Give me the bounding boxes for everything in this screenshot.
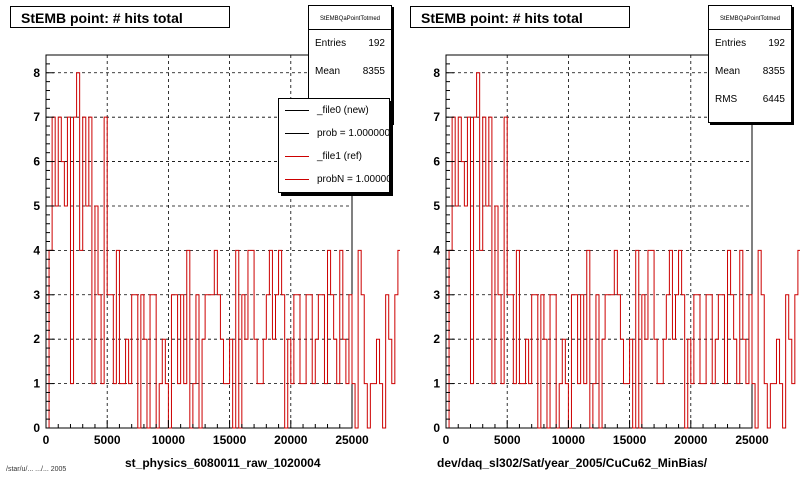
legend-swatch <box>285 156 309 157</box>
stats-mean-label: Mean <box>315 66 341 77</box>
stats-rms-label: RMS <box>715 94 738 105</box>
stats-entries-label: Entries <box>715 38 747 49</box>
stats-mean-label: Mean <box>715 66 741 77</box>
x-axis-label: dev/daq_sl302/Sat/year_2005/CuCu62_MinBi… <box>437 456 708 470</box>
y-tick-label: 6 <box>33 155 40 169</box>
legend-label: prob = 1.000000 <box>317 128 390 139</box>
stats-row-entries: Entries 192 <box>709 30 791 58</box>
y-tick-label: 7 <box>33 110 40 124</box>
x-tick-label: 25000 <box>735 433 769 447</box>
legend-swatch <box>285 133 309 134</box>
legend-label: _file0 (new) <box>317 105 369 116</box>
stats-row-mean: Mean 8355 <box>309 58 391 86</box>
y-tick-label: 2 <box>433 332 440 346</box>
y-tick-label: 5 <box>433 199 440 213</box>
legend-item: probN = 1.000000 <box>279 168 389 191</box>
legend-item: _file1 (ref) <box>279 145 389 168</box>
x-tick-label: 5000 <box>494 433 521 447</box>
y-tick-label: 3 <box>33 288 40 302</box>
stats-entries-label: Entries <box>315 38 347 49</box>
x-tick-label: 10000 <box>552 433 586 447</box>
y-tick-label: 0 <box>433 421 440 435</box>
stats-mean-value: 8355 <box>762 66 785 77</box>
y-tick-label: 1 <box>33 377 40 391</box>
legend-item: prob = 1.000000 <box>279 122 389 145</box>
chart-title: StEMB point: # hits total <box>10 6 230 28</box>
x-tick-label: 15000 <box>213 433 247 447</box>
x-tick-label: 20000 <box>274 433 308 447</box>
y-tick-label: 2 <box>33 332 40 346</box>
legend-label: _file1 (ref) <box>317 151 363 162</box>
histogram-series-ref <box>446 72 800 429</box>
y-tick-label: 3 <box>433 288 440 302</box>
right-chart-svg: 0 5000 10000 15000 20000 25000 0 1 2 3 4 5 6 7 8 <box>433 54 800 447</box>
x-tick-label: 15000 <box>613 433 647 447</box>
x-tick-label: 5000 <box>94 433 121 447</box>
left-chart-panel: 0 5000 10000 15000 20000 25000 0 1 2 3 4 5 6 7 8 StEMB… <box>10 5 400 470</box>
chart-title: StEMB point: # hits total <box>410 6 630 28</box>
stats-box: StEMBQaPointTotmed Entries 192 Mean 8355… <box>708 5 792 123</box>
legend: _file0 (new) prob = 1.000000 _file1 (ref… <box>278 98 390 193</box>
y-tick-label: 8 <box>33 66 40 80</box>
stats-mean-value: 8355 <box>362 66 385 77</box>
y-tick-label: 1 <box>433 377 440 391</box>
y-tick-label: 7 <box>433 110 440 124</box>
histogram-series-ref <box>46 72 400 429</box>
stats-name: StEMBQaPointTotmed <box>309 6 391 30</box>
stats-name: StEMBQaPointTotmed <box>709 6 791 30</box>
legend-item: _file0 (new) <box>279 99 389 122</box>
y-tick-label: 6 <box>433 155 440 169</box>
stats-row-rms: RMS 6445 <box>709 86 791 114</box>
x-tick-label: 25000 <box>335 433 369 447</box>
right-chart-panel: 0 5000 10000 15000 20000 25000 0 1 2 3 4 5 6 7 8 StEMB… <box>400 0 800 480</box>
stats-rms-value: 6445 <box>762 94 785 105</box>
stats-row-entries: Entries 192 <box>309 30 391 58</box>
y-tick-label: 5 <box>33 199 40 213</box>
y-tick-label: 4 <box>433 243 440 257</box>
x-tick-label: 0 <box>443 433 450 447</box>
legend-label: probN = 1.000000 <box>317 174 390 185</box>
x-axis-label: st_physics_6080011_raw_1020004 <box>125 456 321 470</box>
stats-row-mean: Mean 8355 <box>709 58 791 86</box>
footer-note: /star/u/... .../... 2005 <box>6 466 67 473</box>
x-tick-label: 20000 <box>674 433 708 447</box>
x-tick-label: 10000 <box>152 433 186 447</box>
legend-swatch <box>285 110 309 111</box>
legend-swatch <box>285 179 309 180</box>
y-tick-label: 4 <box>33 243 40 257</box>
y-tick-label: 0 <box>33 421 40 435</box>
stats-entries-value: 192 <box>768 38 785 49</box>
stats-entries-value: 192 <box>368 38 385 49</box>
y-tick-label: 8 <box>433 66 440 80</box>
x-tick-label: 0 <box>43 433 50 447</box>
